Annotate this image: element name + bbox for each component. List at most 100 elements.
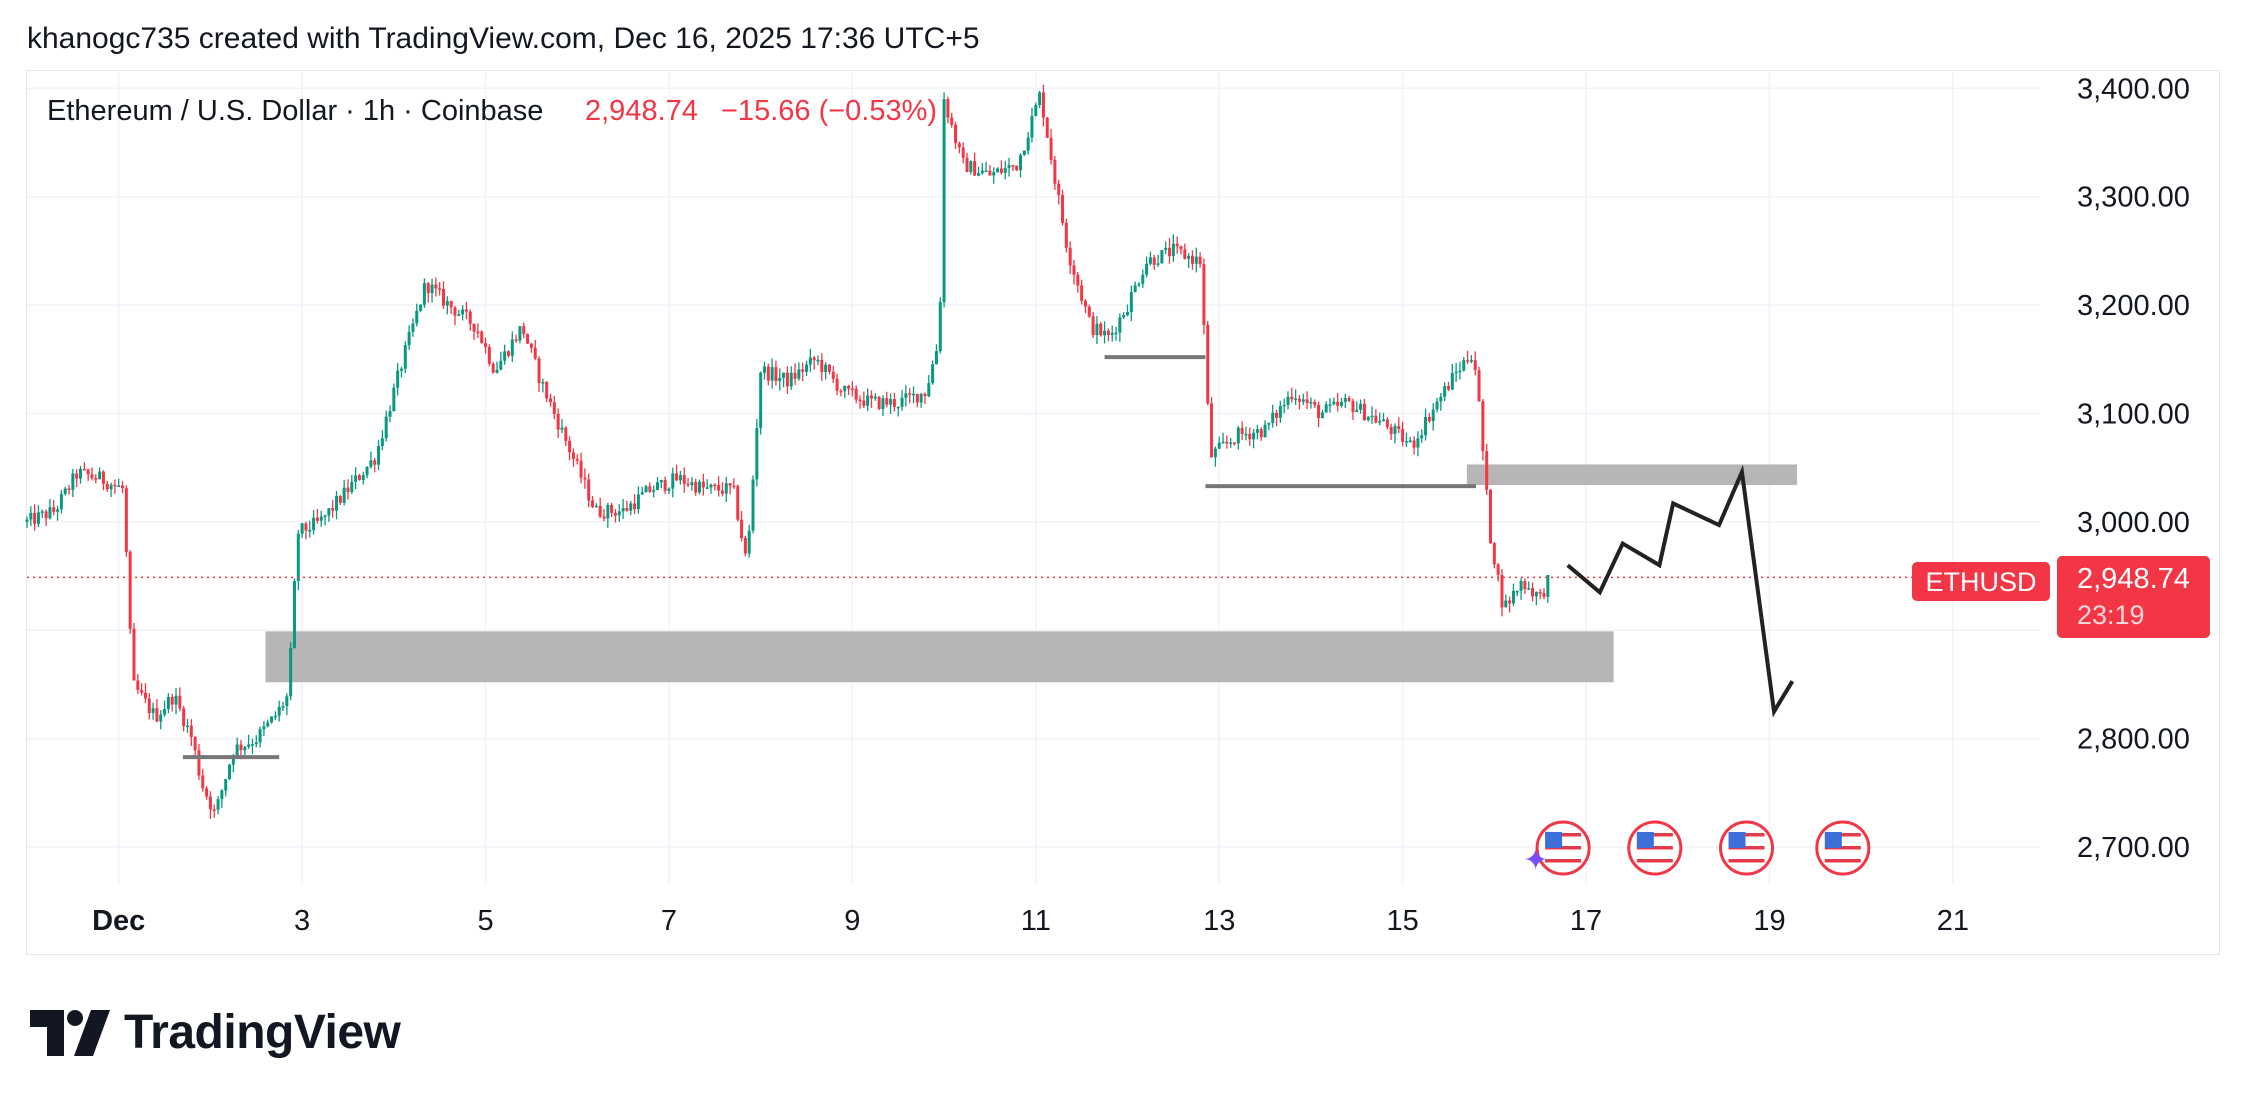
candle-body <box>1492 543 1496 565</box>
candle-body <box>942 99 946 303</box>
flag-stripe <box>1545 833 1582 837</box>
candle-body <box>155 708 159 722</box>
candle-body <box>1458 370 1462 373</box>
candle-body <box>1019 155 1023 171</box>
candle-body <box>266 722 270 727</box>
candle-body <box>67 488 71 490</box>
candle-body <box>1317 405 1321 419</box>
candle-body <box>793 372 797 379</box>
candle-body <box>1122 315 1126 318</box>
candle-body <box>839 390 843 393</box>
candle-body <box>969 161 973 172</box>
countdown-badge: 23:19 <box>2077 600 2145 630</box>
candle-body <box>996 168 1000 173</box>
candle-body <box>1011 165 1015 167</box>
y-tick-label: 3,000.00 <box>2077 507 2190 539</box>
x-tick-label: 19 <box>1753 905 1785 937</box>
candle-body <box>1328 404 1332 406</box>
candle-body <box>984 170 988 173</box>
candle-body <box>587 479 591 501</box>
candle-body <box>434 284 438 289</box>
candle-body <box>1504 600 1508 608</box>
candle-body <box>335 496 339 511</box>
candle-body <box>384 416 388 439</box>
candle-body <box>1206 324 1210 404</box>
candle-body <box>1355 409 1359 412</box>
zones <box>265 464 1797 683</box>
candle-body <box>1141 274 1145 284</box>
candle-body <box>728 483 732 486</box>
candle-body <box>304 523 308 531</box>
candle-body <box>1190 255 1194 264</box>
candle-body <box>1534 592 1538 597</box>
us-flag-event-icon <box>1535 820 1591 876</box>
flag-stripe <box>1728 839 1765 843</box>
candle-body <box>568 440 572 453</box>
candle-body <box>1083 300 1087 307</box>
tradingview-logo[interactable]: TradingView <box>30 1005 401 1060</box>
candle-body <box>113 484 117 487</box>
candle-body <box>281 706 285 708</box>
candle-body <box>1469 360 1473 362</box>
candle-body <box>778 377 782 382</box>
y-tick-label: 3,400.00 <box>2077 73 2190 105</box>
candle-body <box>862 400 866 406</box>
candle-body <box>789 372 793 387</box>
candle-body <box>1527 588 1531 590</box>
candle-body <box>377 446 381 465</box>
candle-body <box>228 764 232 779</box>
candle-body <box>56 509 60 512</box>
candle-body <box>965 157 969 172</box>
candle-body <box>648 486 652 492</box>
candle-body <box>1225 441 1229 444</box>
candle-body <box>1389 427 1393 434</box>
candle-body <box>174 695 178 705</box>
candle-body <box>743 537 747 554</box>
candle-body <box>1489 489 1493 544</box>
candle-body <box>594 505 598 508</box>
candle-body <box>392 387 396 412</box>
x-tick-label: 13 <box>1203 905 1235 937</box>
candle-body <box>522 326 526 335</box>
candle-body <box>1473 360 1477 371</box>
candle-body <box>1481 401 1485 452</box>
candle-body <box>357 475 361 480</box>
candle-body <box>934 351 938 365</box>
flag-stripe <box>1728 846 1765 850</box>
candle-body <box>1087 306 1091 317</box>
candle-body <box>296 533 300 582</box>
candle-body <box>143 692 147 699</box>
candle-body <box>1198 256 1202 265</box>
tradingview-mark-icon <box>30 1009 110 1056</box>
candle-body <box>1427 416 1431 422</box>
candle-body <box>1110 332 1114 335</box>
flag-stripe <box>1728 833 1765 837</box>
candle-body <box>667 488 671 491</box>
candle-body <box>1466 360 1470 362</box>
candle-body <box>526 334 530 344</box>
candle-body <box>694 481 698 493</box>
candle-body <box>545 382 549 399</box>
candle-body <box>1007 165 1011 168</box>
candle-body <box>1164 247 1168 251</box>
candle-body <box>740 519 744 538</box>
candle-body <box>805 364 809 372</box>
chart-panel[interactable] <box>26 70 2220 955</box>
candle-body <box>1286 396 1290 405</box>
candle-body <box>591 500 595 507</box>
candle-body <box>701 481 705 488</box>
candle-body <box>1366 416 1370 421</box>
candle-body <box>273 715 277 718</box>
candle-body <box>1339 401 1343 406</box>
candle-body <box>1041 92 1045 118</box>
candle-body <box>1045 117 1049 138</box>
candle-body <box>449 301 453 308</box>
candle-body <box>109 484 113 490</box>
flag-stripe <box>1824 852 1861 856</box>
candle-body <box>1351 400 1355 412</box>
candle-body <box>1546 575 1550 597</box>
price-chart[interactable]: 3,400.00 3,300.00 3,200.00 3,100.00 3,000.00… <box>0 0 2247 1000</box>
candle-body <box>927 383 931 397</box>
candle-body <box>682 475 686 484</box>
candle-body <box>243 746 247 751</box>
